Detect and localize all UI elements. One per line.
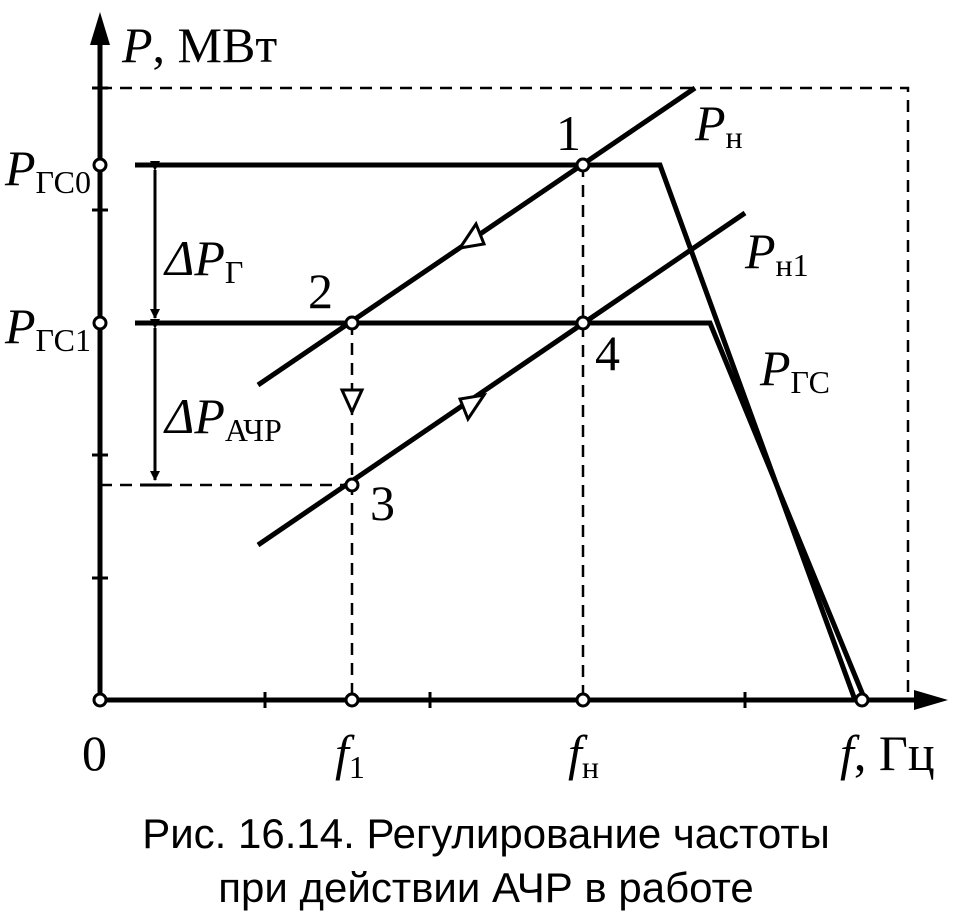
x-axis-label: f, Гц [840, 725, 935, 781]
points [92, 157, 870, 708]
main: ΔP [163, 388, 225, 444]
sub: Г [225, 254, 244, 290]
freq-label: f1 [335, 725, 365, 785]
caption-line: Рис. 16.14. Регулирование частоты [142, 810, 830, 857]
main: P [4, 298, 36, 354]
point-label: 4 [595, 325, 620, 381]
level-label: PГС1 [4, 298, 91, 358]
sub: н [582, 749, 599, 785]
origin-label: 0 [82, 725, 107, 781]
load-line-1 [256, 210, 747, 548]
main: P [4, 140, 36, 196]
x-arrow [914, 690, 948, 710]
point-label: 2 [308, 263, 333, 319]
symbol: P [121, 17, 153, 73]
main: ΔP [163, 230, 225, 286]
sub: н1 [776, 247, 809, 283]
y-axis-label: P, МВт [121, 17, 277, 73]
level-label: PГС0 [4, 140, 91, 200]
ticks [92, 86, 747, 708]
sub: ГС0 [36, 164, 91, 200]
frame [100, 86, 910, 700]
main: P [744, 223, 776, 279]
caption-line: при действии АЧР в работе [218, 864, 753, 911]
point-label: 1 [556, 105, 581, 161]
curve-label: Pн1 [744, 223, 809, 283]
delta-label: ΔPГ [163, 230, 243, 290]
direction-arrow [457, 392, 488, 423]
unit: , МВт [153, 17, 278, 73]
sub: ГС [791, 364, 830, 400]
delta-label: ΔPАЧР [163, 388, 282, 448]
main: P [759, 340, 791, 396]
unit: , Гц [854, 725, 935, 781]
sub: ГС1 [36, 322, 91, 358]
direction-arrow [456, 220, 487, 251]
curve-label: Pн [694, 95, 743, 155]
direction-arrow [339, 388, 365, 416]
sub: н [726, 119, 743, 155]
sub: АЧР [225, 412, 282, 448]
main: P [694, 95, 726, 151]
freq-label: fн [568, 725, 599, 785]
sub: 1 [349, 749, 365, 785]
gen-char-1 [135, 320, 868, 701]
curve-label: PГС [759, 340, 830, 400]
y-arrow [90, 12, 110, 45]
point-label: 3 [370, 475, 395, 531]
